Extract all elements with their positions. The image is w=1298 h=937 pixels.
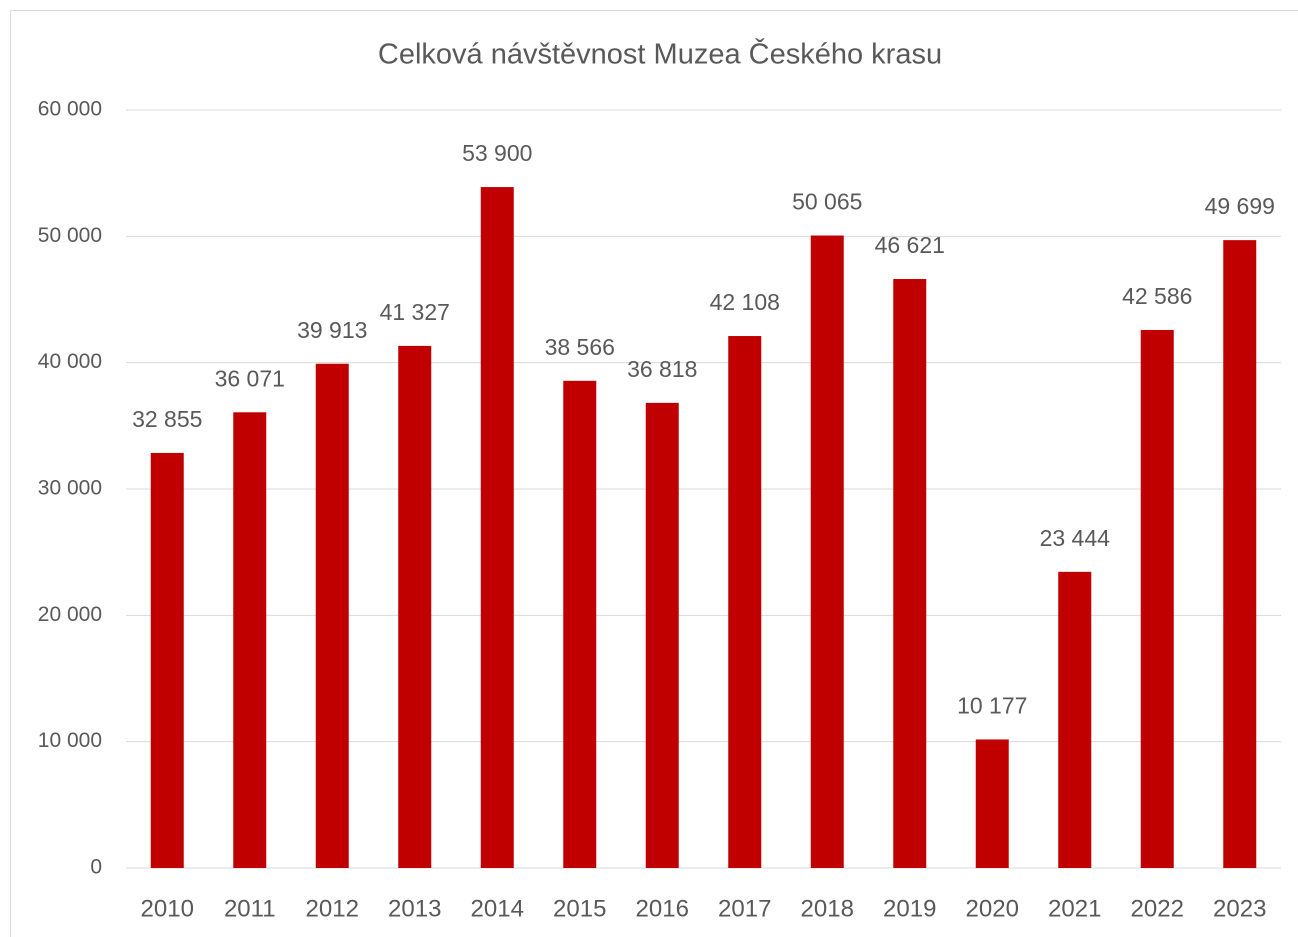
bar <box>1223 240 1257 868</box>
x-tick-label: 2010 <box>141 895 194 922</box>
x-tick-label: 2022 <box>1131 895 1184 922</box>
value-label: 46 621 <box>875 232 945 258</box>
x-tick-label: 2023 <box>1213 895 1266 922</box>
bar <box>150 452 184 868</box>
bar <box>893 279 927 868</box>
y-tick-label: 0 <box>90 856 102 879</box>
chart-title: Celková návštěvnost Muzea Českého krasu <box>378 37 942 71</box>
y-tick-label: 60 000 <box>38 98 102 121</box>
bar <box>810 235 844 869</box>
x-tick-label: 2019 <box>883 895 936 922</box>
bar <box>480 187 514 868</box>
value-label: 38 566 <box>545 334 615 360</box>
x-tick-label: 2016 <box>636 895 689 922</box>
bar <box>233 412 267 868</box>
y-tick-label: 20 000 <box>38 603 102 626</box>
x-tick-label: 2012 <box>306 895 359 922</box>
x-tick-label: 2020 <box>966 895 1019 922</box>
value-label: 42 108 <box>710 289 780 315</box>
value-label: 23 444 <box>1040 525 1111 551</box>
x-tick-label: 2018 <box>801 895 854 922</box>
value-label: 49 699 <box>1205 193 1275 219</box>
value-label: 36 071 <box>215 365 285 391</box>
x-tick-label: 2013 <box>388 895 441 922</box>
x-tick-label: 2014 <box>471 895 524 922</box>
x-tick-label: 2017 <box>718 895 771 922</box>
y-tick-label: 30 000 <box>38 477 102 500</box>
value-label: 10 177 <box>957 693 1027 719</box>
value-label: 39 913 <box>297 317 367 343</box>
value-label: 36 818 <box>627 356 697 382</box>
value-label: 41 327 <box>380 299 450 325</box>
value-label: 50 065 <box>792 189 862 215</box>
y-tick-label: 10 000 <box>38 729 102 752</box>
x-tick-label: 2021 <box>1048 895 1101 922</box>
bar <box>645 402 679 868</box>
bar <box>315 363 349 868</box>
bar <box>728 336 762 868</box>
bar <box>398 345 432 868</box>
bar <box>563 380 597 868</box>
bar <box>1140 329 1174 869</box>
value-label: 32 855 <box>132 406 202 432</box>
bar <box>975 739 1009 868</box>
y-tick-label: 40 000 <box>38 350 102 373</box>
x-tick-label: 2015 <box>553 895 606 922</box>
x-tick-label: 2011 <box>224 895 276 922</box>
value-label: 53 900 <box>462 140 532 166</box>
bar <box>1058 571 1092 868</box>
value-label: 42 586 <box>1122 283 1192 309</box>
y-tick-label: 50 000 <box>38 224 102 247</box>
